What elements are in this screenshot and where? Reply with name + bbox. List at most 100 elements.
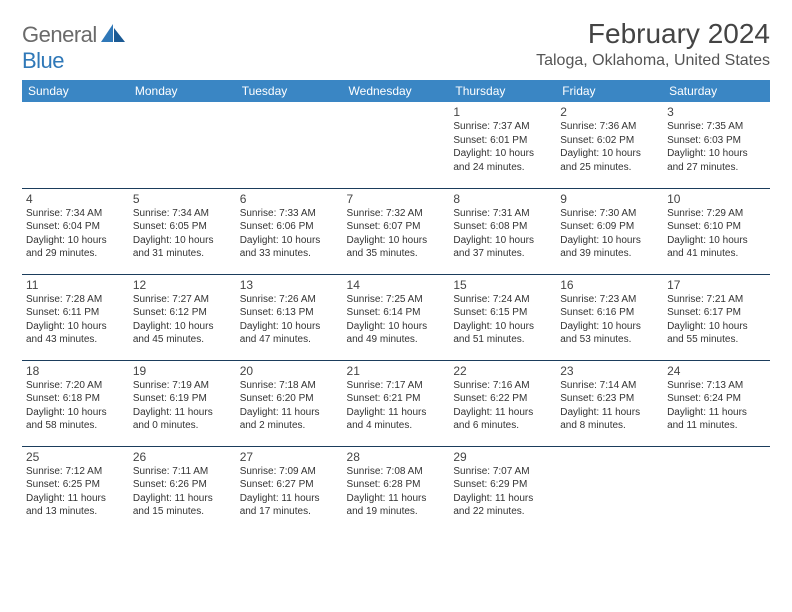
day-number: 24 xyxy=(667,364,766,378)
logo-word2: Blue xyxy=(22,48,64,73)
day-cell: 22Sunrise: 7:16 AMSunset: 6:22 PMDayligh… xyxy=(449,360,556,446)
day-cell: 25Sunrise: 7:12 AMSunset: 6:25 PMDayligh… xyxy=(22,446,129,532)
day-info: Sunrise: 7:09 AMSunset: 6:27 PMDaylight:… xyxy=(240,465,339,519)
day-cell: 17Sunrise: 7:21 AMSunset: 6:17 PMDayligh… xyxy=(663,274,770,360)
day-cell: 15Sunrise: 7:24 AMSunset: 6:15 PMDayligh… xyxy=(449,274,556,360)
logo-word1: General xyxy=(22,22,97,47)
day-number: 18 xyxy=(26,364,125,378)
day-info: Sunrise: 7:14 AMSunset: 6:23 PMDaylight:… xyxy=(560,379,659,433)
day-info: Sunrise: 7:27 AMSunset: 6:12 PMDaylight:… xyxy=(133,293,232,347)
day-cell: 20Sunrise: 7:18 AMSunset: 6:20 PMDayligh… xyxy=(236,360,343,446)
day-number: 4 xyxy=(26,192,125,206)
week-row: 1Sunrise: 7:37 AMSunset: 6:01 PMDaylight… xyxy=(22,102,770,188)
week-row: 18Sunrise: 7:20 AMSunset: 6:18 PMDayligh… xyxy=(22,360,770,446)
day-number: 22 xyxy=(453,364,552,378)
day-info: Sunrise: 7:08 AMSunset: 6:28 PMDaylight:… xyxy=(347,465,446,519)
logo-sail-icon xyxy=(101,24,127,44)
day-cell: 23Sunrise: 7:14 AMSunset: 6:23 PMDayligh… xyxy=(556,360,663,446)
day-number: 25 xyxy=(26,450,125,464)
day-cell xyxy=(22,102,129,188)
day-cell xyxy=(236,102,343,188)
location: Taloga, Oklahoma, United States xyxy=(536,52,770,70)
header: General Blue February 2024 Taloga, Oklah… xyxy=(22,18,770,74)
day-cell: 8Sunrise: 7:31 AMSunset: 6:08 PMDaylight… xyxy=(449,188,556,274)
day-cell xyxy=(129,102,236,188)
day-number: 29 xyxy=(453,450,552,464)
day-number: 6 xyxy=(240,192,339,206)
day-cell: 28Sunrise: 7:08 AMSunset: 6:28 PMDayligh… xyxy=(343,446,450,532)
day-cell: 24Sunrise: 7:13 AMSunset: 6:24 PMDayligh… xyxy=(663,360,770,446)
day-info: Sunrise: 7:29 AMSunset: 6:10 PMDaylight:… xyxy=(667,207,766,261)
day-info: Sunrise: 7:35 AMSunset: 6:03 PMDaylight:… xyxy=(667,120,766,174)
day-cell: 12Sunrise: 7:27 AMSunset: 6:12 PMDayligh… xyxy=(129,274,236,360)
day-info: Sunrise: 7:36 AMSunset: 6:02 PMDaylight:… xyxy=(560,120,659,174)
day-cell: 6Sunrise: 7:33 AMSunset: 6:06 PMDaylight… xyxy=(236,188,343,274)
day-cell: 4Sunrise: 7:34 AMSunset: 6:04 PMDaylight… xyxy=(22,188,129,274)
day-cell xyxy=(556,446,663,532)
dayname: Thursday xyxy=(449,80,556,102)
dayname-row: Sunday Monday Tuesday Wednesday Thursday… xyxy=(22,80,770,102)
title-block: February 2024 Taloga, Oklahoma, United S… xyxy=(536,18,770,70)
day-cell: 13Sunrise: 7:26 AMSunset: 6:13 PMDayligh… xyxy=(236,274,343,360)
day-info: Sunrise: 7:31 AMSunset: 6:08 PMDaylight:… xyxy=(453,207,552,261)
day-cell: 11Sunrise: 7:28 AMSunset: 6:11 PMDayligh… xyxy=(22,274,129,360)
day-number: 17 xyxy=(667,278,766,292)
day-number: 16 xyxy=(560,278,659,292)
day-number: 2 xyxy=(560,105,659,119)
day-cell: 2Sunrise: 7:36 AMSunset: 6:02 PMDaylight… xyxy=(556,102,663,188)
day-info: Sunrise: 7:19 AMSunset: 6:19 PMDaylight:… xyxy=(133,379,232,433)
day-cell: 18Sunrise: 7:20 AMSunset: 6:18 PMDayligh… xyxy=(22,360,129,446)
day-cell: 29Sunrise: 7:07 AMSunset: 6:29 PMDayligh… xyxy=(449,446,556,532)
dayname: Monday xyxy=(129,80,236,102)
dayname: Tuesday xyxy=(236,80,343,102)
week-row: 4Sunrise: 7:34 AMSunset: 6:04 PMDaylight… xyxy=(22,188,770,274)
day-number: 15 xyxy=(453,278,552,292)
day-cell: 27Sunrise: 7:09 AMSunset: 6:27 PMDayligh… xyxy=(236,446,343,532)
day-info: Sunrise: 7:28 AMSunset: 6:11 PMDaylight:… xyxy=(26,293,125,347)
day-info: Sunrise: 7:24 AMSunset: 6:15 PMDaylight:… xyxy=(453,293,552,347)
day-info: Sunrise: 7:18 AMSunset: 6:20 PMDaylight:… xyxy=(240,379,339,433)
calendar-table: Sunday Monday Tuesday Wednesday Thursday… xyxy=(22,80,770,532)
dayname: Sunday xyxy=(22,80,129,102)
day-cell xyxy=(343,102,450,188)
day-cell: 16Sunrise: 7:23 AMSunset: 6:16 PMDayligh… xyxy=(556,274,663,360)
day-info: Sunrise: 7:21 AMSunset: 6:17 PMDaylight:… xyxy=(667,293,766,347)
day-number: 5 xyxy=(133,192,232,206)
week-row: 25Sunrise: 7:12 AMSunset: 6:25 PMDayligh… xyxy=(22,446,770,532)
day-cell: 3Sunrise: 7:35 AMSunset: 6:03 PMDaylight… xyxy=(663,102,770,188)
day-info: Sunrise: 7:33 AMSunset: 6:06 PMDaylight:… xyxy=(240,207,339,261)
day-info: Sunrise: 7:17 AMSunset: 6:21 PMDaylight:… xyxy=(347,379,446,433)
day-info: Sunrise: 7:23 AMSunset: 6:16 PMDaylight:… xyxy=(560,293,659,347)
day-number: 19 xyxy=(133,364,232,378)
day-number: 23 xyxy=(560,364,659,378)
day-number: 14 xyxy=(347,278,446,292)
week-row: 11Sunrise: 7:28 AMSunset: 6:11 PMDayligh… xyxy=(22,274,770,360)
day-info: Sunrise: 7:11 AMSunset: 6:26 PMDaylight:… xyxy=(133,465,232,519)
day-cell: 26Sunrise: 7:11 AMSunset: 6:26 PMDayligh… xyxy=(129,446,236,532)
day-info: Sunrise: 7:37 AMSunset: 6:01 PMDaylight:… xyxy=(453,120,552,174)
day-number: 20 xyxy=(240,364,339,378)
day-cell: 10Sunrise: 7:29 AMSunset: 6:10 PMDayligh… xyxy=(663,188,770,274)
day-number: 8 xyxy=(453,192,552,206)
day-number: 9 xyxy=(560,192,659,206)
day-info: Sunrise: 7:25 AMSunset: 6:14 PMDaylight:… xyxy=(347,293,446,347)
day-number: 21 xyxy=(347,364,446,378)
day-number: 1 xyxy=(453,105,552,119)
day-info: Sunrise: 7:12 AMSunset: 6:25 PMDaylight:… xyxy=(26,465,125,519)
day-cell: 14Sunrise: 7:25 AMSunset: 6:14 PMDayligh… xyxy=(343,274,450,360)
day-number: 28 xyxy=(347,450,446,464)
day-number: 7 xyxy=(347,192,446,206)
day-info: Sunrise: 7:34 AMSunset: 6:04 PMDaylight:… xyxy=(26,207,125,261)
day-number: 11 xyxy=(26,278,125,292)
day-info: Sunrise: 7:26 AMSunset: 6:13 PMDaylight:… xyxy=(240,293,339,347)
day-number: 13 xyxy=(240,278,339,292)
day-cell: 9Sunrise: 7:30 AMSunset: 6:09 PMDaylight… xyxy=(556,188,663,274)
day-cell: 19Sunrise: 7:19 AMSunset: 6:19 PMDayligh… xyxy=(129,360,236,446)
day-number: 3 xyxy=(667,105,766,119)
day-info: Sunrise: 7:16 AMSunset: 6:22 PMDaylight:… xyxy=(453,379,552,433)
day-number: 12 xyxy=(133,278,232,292)
day-info: Sunrise: 7:32 AMSunset: 6:07 PMDaylight:… xyxy=(347,207,446,261)
day-number: 26 xyxy=(133,450,232,464)
dayname: Wednesday xyxy=(343,80,450,102)
day-cell: 1Sunrise: 7:37 AMSunset: 6:01 PMDaylight… xyxy=(449,102,556,188)
